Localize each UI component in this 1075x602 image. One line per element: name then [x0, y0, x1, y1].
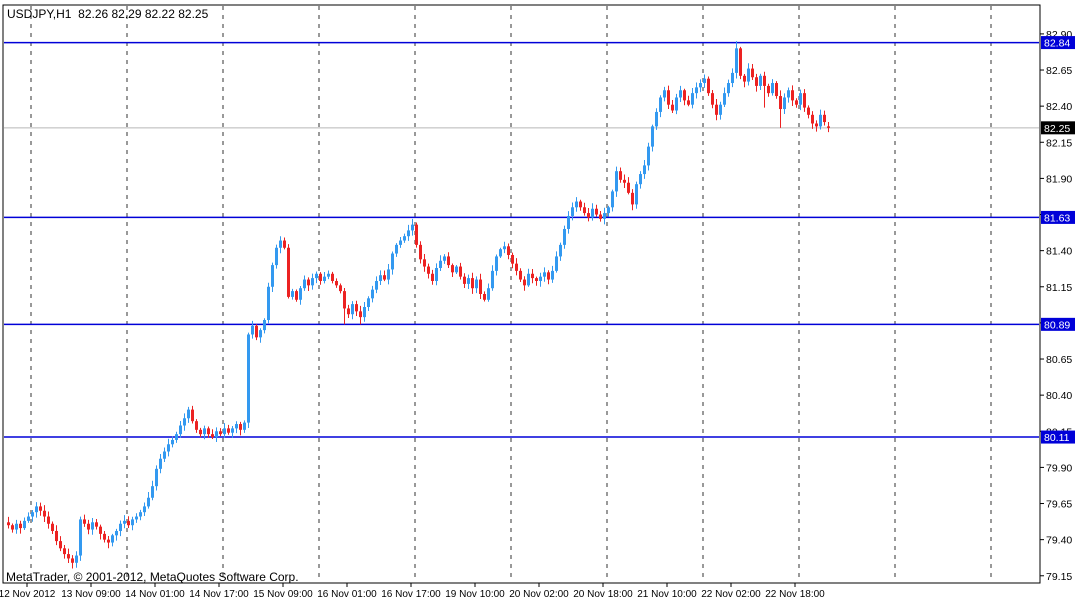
hlines-group — [4, 41, 1039, 438]
time-axis: 12 Nov 2012 13 Nov 09:00 14 Nov 01:00 14 No… — [0, 583, 825, 600]
svg-text:12 Nov 2012: 12 Nov 2012 — [0, 589, 56, 600]
svg-text:81.40: 81.40 — [1046, 246, 1072, 258]
svg-text:22 Nov 18:00: 22 Nov 18:00 — [765, 589, 825, 600]
price-box-82.84: 82.84 — [1041, 36, 1075, 50]
plot-frame — [2, 4, 1041, 584]
svg-text:82.84: 82.84 — [1044, 38, 1070, 50]
svg-text:82.25: 82.25 — [1044, 123, 1070, 135]
svg-text:16 Nov 17:00: 16 Nov 17:00 — [381, 589, 441, 600]
svg-text:14 Nov 01:00: 14 Nov 01:00 — [125, 589, 185, 600]
price-box-80.11: 80.11 — [1041, 430, 1075, 444]
svg-text:21 Nov 10:00: 21 Nov 10:00 — [637, 589, 697, 600]
candles-group — [7, 41, 830, 569]
price-boxes: 82.84 81.63 80.89 80.11 82.25 — [1041, 36, 1075, 444]
svg-text:80.89: 80.89 — [1044, 319, 1070, 331]
svg-text:81.90: 81.90 — [1046, 173, 1072, 185]
svg-text:82.40: 82.40 — [1046, 101, 1072, 113]
svg-text:80.65: 80.65 — [1046, 354, 1072, 366]
price-box-81.63: 81.63 — [1041, 210, 1075, 224]
current-price-box: 82.25 — [1041, 121, 1075, 135]
svg-text:82.65: 82.65 — [1046, 65, 1072, 77]
svg-text:20 Nov 18:00: 20 Nov 18:00 — [573, 589, 633, 600]
svg-text:20 Nov 02:00: 20 Nov 02:00 — [509, 589, 569, 600]
svg-text:81.63: 81.63 — [1044, 212, 1070, 224]
svg-text:79.65: 79.65 — [1046, 499, 1072, 511]
svg-text:15 Nov 09:00: 15 Nov 09:00 — [253, 589, 313, 600]
svg-text:79.15: 79.15 — [1046, 571, 1072, 583]
svg-text:79.40: 79.40 — [1046, 535, 1072, 547]
gridlines — [30, 6, 992, 582]
svg-text:79.90: 79.90 — [1046, 462, 1072, 474]
price-box-80.89: 80.89 — [1041, 317, 1075, 331]
chart-symbol-ohlc-label: USDJPY,H1 82.26 82.29 82.22 82.25 — [7, 7, 209, 21]
svg-text:80.40: 80.40 — [1046, 390, 1072, 402]
svg-text:82.15: 82.15 — [1046, 137, 1072, 149]
svg-text:80.11: 80.11 — [1044, 432, 1070, 444]
svg-text:81.15: 81.15 — [1046, 282, 1072, 294]
svg-text:13 Nov 09:00: 13 Nov 09:00 — [61, 589, 121, 600]
svg-text:14 Nov 17:00: 14 Nov 17:00 — [189, 589, 249, 600]
svg-text:22 Nov 02:00: 22 Nov 02:00 — [701, 589, 761, 600]
svg-text:19 Nov 10:00: 19 Nov 10:00 — [445, 589, 505, 600]
copyright-watermark: MetaTrader, © 2001-2012, MetaQuotes Soft… — [6, 570, 299, 584]
svg-text:16 Nov 01:00: 16 Nov 01:00 — [317, 589, 377, 600]
